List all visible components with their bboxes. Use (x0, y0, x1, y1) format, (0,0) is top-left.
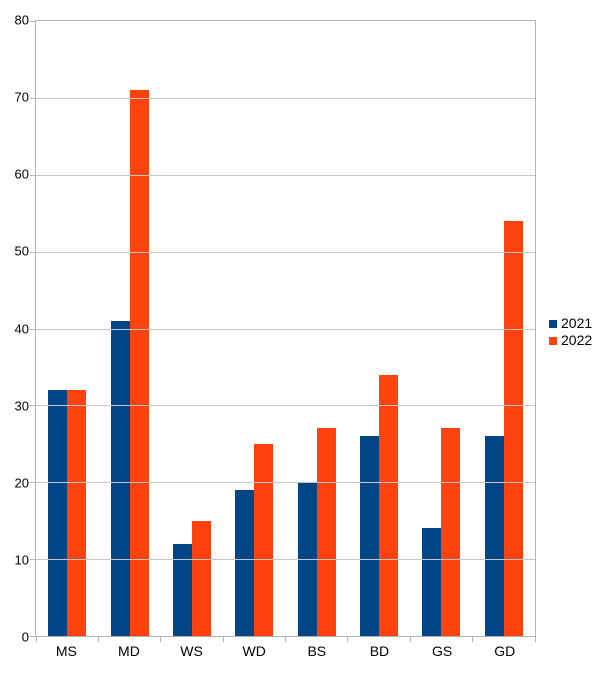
gridline-30 (36, 405, 535, 407)
gridline-10 (36, 559, 535, 561)
bar-group-GS (410, 21, 472, 636)
legend-swatch-2021 (549, 319, 557, 328)
bar-GS-2022 (441, 428, 461, 636)
bar-WD-2022 (254, 443, 274, 636)
x-axis-labels: MS MD WS WD BS BD GS GD (35, 644, 536, 658)
x-tick-6 (409, 637, 411, 642)
bar-MD-2022 (129, 90, 149, 636)
y-tick-label-20: 20 (14, 475, 29, 491)
x-label-MS: MS (55, 643, 77, 659)
y-tick-50 (30, 251, 36, 253)
y-tick-label-10: 10 (14, 552, 29, 568)
gridline-50 (36, 251, 535, 253)
gridline-20 (36, 482, 535, 484)
y-tick-70 (30, 97, 36, 99)
legend-label-2021: 2021 (561, 315, 593, 331)
y-tick-label-80: 80 (14, 12, 29, 28)
legend: 2021 2022 (549, 315, 593, 349)
x-label-BD: BD (369, 643, 390, 659)
y-tick-label-70: 70 (14, 89, 29, 105)
y-tick-label-0: 0 (21, 629, 29, 645)
y-tick-10 (30, 559, 36, 561)
x-label-GD: GD (494, 643, 516, 659)
bar-group-MS (36, 21, 98, 636)
y-tick-label-60: 60 (14, 166, 29, 182)
legend-item-2022: 2022 (549, 332, 593, 349)
bar-GD-2021 (484, 436, 504, 636)
bar-GD-2022 (503, 220, 523, 636)
gridline-40 (36, 328, 535, 330)
x-tick-4 (285, 637, 286, 642)
y-tick-80 (30, 21, 36, 22)
x-tick-8 (534, 637, 536, 642)
bar-group-WD (223, 21, 285, 636)
y-tick-label-40: 40 (14, 321, 29, 336)
plot-area (30, 20, 536, 642)
bar-MD-2021 (110, 320, 130, 636)
y-tick-60 (30, 174, 36, 176)
bar-group-WS (161, 21, 223, 636)
bar-BD-2021 (360, 436, 380, 636)
y-tick-20 (30, 482, 36, 484)
bar-groups (36, 21, 535, 636)
y-tick-0 (30, 636, 36, 637)
x-label-GS: GS (431, 643, 453, 659)
x-tick-7 (472, 637, 474, 642)
bar-WS-2022 (191, 520, 211, 636)
x-tick-5 (347, 637, 349, 642)
x-label-MD: MD (118, 643, 140, 659)
y-tick-30 (30, 405, 36, 407)
bar-WD-2021 (235, 489, 255, 636)
bar-MS-2021 (48, 390, 68, 636)
bar-MS-2022 (67, 390, 87, 636)
bar-BS-2022 (316, 428, 336, 636)
gridline-70 (36, 97, 535, 99)
y-tick-label-30: 30 (14, 398, 29, 414)
y-tick-label-50: 50 (14, 243, 29, 259)
y-tick-40 (30, 328, 36, 330)
legend-label-2022: 2022 (561, 332, 593, 349)
legend-item-2021: 2021 (549, 315, 593, 331)
bar-WS-2021 (172, 543, 192, 636)
x-tick-2 (160, 637, 162, 642)
bar-group-MD (98, 21, 160, 636)
x-label-WS: WS (180, 643, 203, 659)
x-tick-1 (97, 637, 99, 642)
legend-swatch-2022 (549, 337, 557, 346)
x-label-WD: WD (242, 643, 266, 659)
gridline-60 (36, 174, 535, 176)
bar-group-GD (473, 21, 535, 636)
x-label-BS: BS (307, 643, 327, 659)
y-axis-labels: 0 10 20 30 40 50 60 70 80 (0, 14, 29, 644)
x-tick-0 (35, 637, 37, 642)
bar-group-BD (348, 21, 410, 636)
bar-BD-2022 (379, 374, 399, 636)
bar-GS-2021 (422, 528, 442, 636)
x-tick-3 (222, 637, 224, 642)
